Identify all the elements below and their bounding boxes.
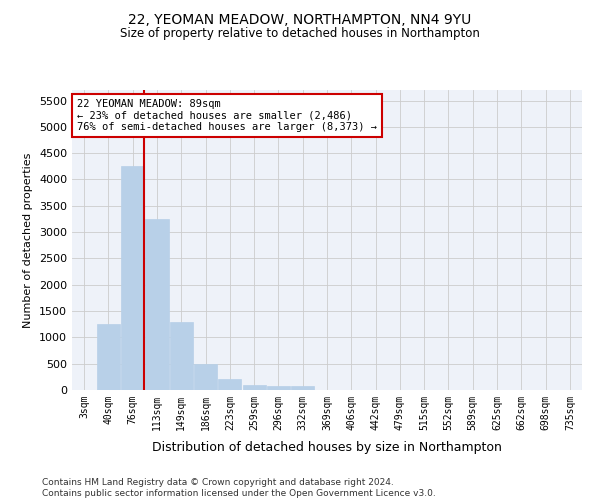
Bar bbox=[218, 380, 241, 390]
Bar bbox=[291, 386, 314, 390]
Y-axis label: Number of detached properties: Number of detached properties bbox=[23, 152, 34, 328]
Bar bbox=[242, 384, 266, 390]
Bar bbox=[267, 386, 290, 390]
Bar bbox=[145, 219, 169, 390]
Bar bbox=[121, 166, 144, 390]
Text: Size of property relative to detached houses in Northampton: Size of property relative to detached ho… bbox=[120, 28, 480, 40]
X-axis label: Distribution of detached houses by size in Northampton: Distribution of detached houses by size … bbox=[152, 441, 502, 454]
Text: 22, YEOMAN MEADOW, NORTHAMPTON, NN4 9YU: 22, YEOMAN MEADOW, NORTHAMPTON, NN4 9YU bbox=[128, 12, 472, 26]
Text: 22 YEOMAN MEADOW: 89sqm
← 23% of detached houses are smaller (2,486)
76% of semi: 22 YEOMAN MEADOW: 89sqm ← 23% of detache… bbox=[77, 99, 377, 132]
Bar bbox=[170, 322, 193, 390]
Bar bbox=[194, 364, 217, 390]
Text: Contains HM Land Registry data © Crown copyright and database right 2024.
Contai: Contains HM Land Registry data © Crown c… bbox=[42, 478, 436, 498]
Bar bbox=[97, 324, 120, 390]
